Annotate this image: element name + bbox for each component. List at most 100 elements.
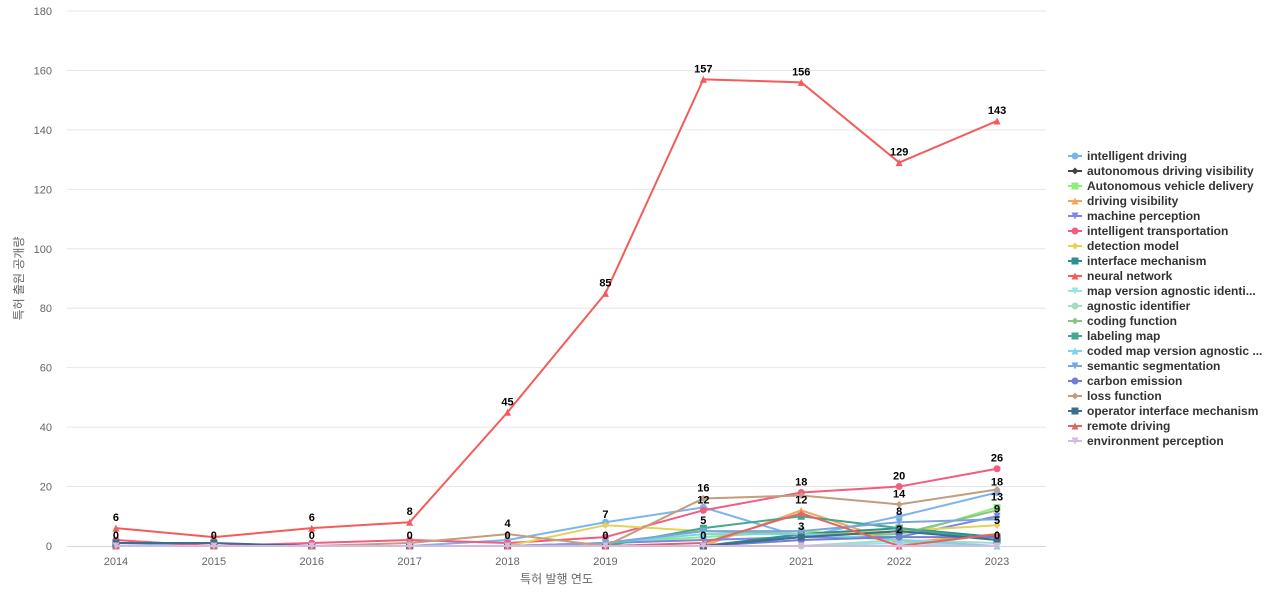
legend-label: autonomous driving visibility	[1087, 164, 1254, 178]
legend-label: map version agnostic identi...	[1087, 284, 1256, 298]
data-point	[797, 527, 805, 535]
legend-label: Autonomous vehicle delivery	[1087, 179, 1254, 193]
data-label: 0	[504, 530, 510, 542]
x-tick-label: 2019	[593, 556, 617, 568]
x-tick-label: 2017	[397, 556, 421, 568]
data-label: 6	[113, 512, 119, 524]
legend-marker	[1071, 407, 1079, 415]
legend-label: operator interface mechanism	[1087, 404, 1258, 418]
data-point	[895, 527, 903, 535]
data-label: 9	[994, 503, 1000, 515]
data-point	[993, 542, 1001, 550]
data-label: 12	[795, 494, 807, 506]
legend-item[interactable]: driving visibility	[1068, 194, 1179, 208]
legend-item[interactable]: environment perception	[1068, 434, 1224, 448]
data-point	[993, 117, 1001, 125]
data-point	[601, 521, 609, 529]
legend-item[interactable]: labeling map	[1068, 329, 1160, 343]
data-label: 5	[994, 515, 1000, 527]
data-label: 18	[991, 477, 1003, 489]
legend-marker	[1071, 422, 1079, 430]
data-point	[699, 527, 707, 535]
legend-label: machine perception	[1087, 209, 1200, 223]
x-tick-label: 2021	[789, 556, 813, 568]
data-label: 129	[890, 147, 908, 159]
x-tick-label: 2018	[495, 556, 519, 568]
legend-item[interactable]: autonomous driving visibility	[1068, 164, 1254, 178]
data-label: 8	[896, 506, 902, 518]
legend-label: driving visibility	[1087, 194, 1179, 208]
data-point	[699, 494, 707, 502]
data-point	[993, 465, 1001, 473]
data-label: 4	[504, 518, 511, 530]
legend-item[interactable]: detection model	[1068, 239, 1179, 253]
legend-label: coding function	[1087, 314, 1177, 328]
legend-item[interactable]: intelligent transportation	[1068, 224, 1228, 238]
data-point	[895, 512, 903, 520]
legend-item[interactable]: map version agnostic identi...	[1068, 284, 1256, 298]
data-point	[895, 500, 903, 508]
legend-item[interactable]: operator interface mechanism	[1068, 404, 1258, 418]
data-label: 157	[694, 63, 712, 75]
legend-marker	[1071, 257, 1079, 265]
data-point	[601, 289, 609, 297]
data-labels: 60 06080454085701571612501561812312920148…	[113, 63, 1006, 542]
legend-item[interactable]: loss function	[1068, 389, 1162, 403]
legend-label: intelligent driving	[1087, 149, 1187, 163]
legend-item[interactable]: interface mechanism	[1068, 254, 1206, 268]
data-point	[601, 542, 609, 550]
legend-item[interactable]: coded map version agnostic ...	[1068, 344, 1262, 358]
legend-item[interactable]: carbon emission	[1068, 374, 1182, 388]
legend-marker	[1071, 347, 1079, 355]
y-tick-label: 0	[46, 541, 52, 553]
data-point	[797, 78, 805, 86]
data-point	[797, 542, 805, 550]
y-tick-label: 100	[34, 244, 52, 256]
y-tick-label: 180	[34, 6, 52, 18]
data-point	[308, 542, 316, 550]
data-point	[993, 521, 1001, 529]
legend-item[interactable]: semantic segmentation	[1068, 359, 1220, 373]
legend-item[interactable]: agnostic identifier	[1068, 299, 1191, 313]
data-label: 0	[113, 530, 119, 542]
data-label: 20	[893, 471, 905, 483]
legend-label: intelligent transportation	[1087, 224, 1228, 238]
series-lines	[112, 75, 1001, 550]
data-label: 0	[700, 530, 706, 542]
legend-label: semantic segmentation	[1087, 359, 1220, 373]
data-label: 14	[893, 488, 906, 500]
legend-item[interactable]: coding function	[1068, 314, 1177, 328]
data-point	[993, 536, 1001, 544]
legend-item[interactable]: neural network	[1068, 269, 1173, 283]
legend-item[interactable]: machine perception	[1068, 209, 1200, 223]
legend-label: environment perception	[1087, 434, 1224, 448]
data-label: 6	[309, 512, 315, 524]
data-label: 8	[407, 506, 413, 518]
grid-lines	[67, 10, 1046, 488]
legend-label: remote driving	[1087, 419, 1170, 433]
data-label: 26	[991, 453, 1003, 465]
data-point	[699, 75, 707, 83]
legend-marker	[1071, 332, 1079, 340]
data-point	[895, 483, 903, 491]
legend-item[interactable]: Autonomous vehicle delivery	[1068, 179, 1254, 193]
data-point	[699, 506, 707, 514]
data-point	[797, 533, 805, 541]
data-point	[210, 533, 218, 541]
x-tick-label: 2023	[985, 556, 1009, 568]
data-label: 7	[602, 509, 608, 521]
legend-item[interactable]: intelligent driving	[1068, 149, 1187, 163]
legend-marker	[1071, 167, 1079, 175]
legend-marker	[1071, 272, 1079, 280]
y-tick-label: 80	[40, 303, 52, 315]
data-point	[895, 533, 903, 541]
series-line	[115, 78, 998, 539]
x-tick-label: 2022	[887, 556, 911, 568]
legend-marker	[1071, 377, 1079, 385]
legend-item[interactable]: remote driving	[1068, 419, 1170, 433]
legend-label: labeling map	[1087, 329, 1160, 343]
data-label: 0	[602, 530, 608, 542]
data-point	[308, 524, 316, 532]
data-label: 0	[309, 530, 315, 542]
